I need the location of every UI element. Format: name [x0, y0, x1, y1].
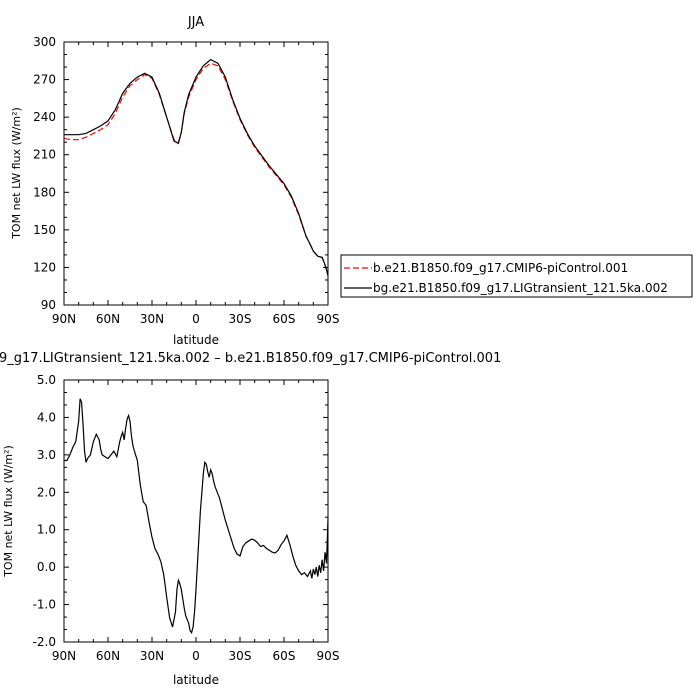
y-tick-label: 300: [33, 35, 56, 49]
top-x-axis-label: latitude: [173, 333, 219, 347]
bottom-difference-line: [64, 398, 329, 634]
legend: b.e21.B1850.f09_g17.CMIP6-piControl.001 …: [340, 254, 693, 298]
y-tick-label: 0.0: [37, 560, 56, 574]
x-tick-label: 30N: [140, 649, 164, 663]
y-tick-label: 1.0: [37, 523, 56, 537]
top-panel: JJA 90 120 150 180 210 240 270 300 90N 60N 30N 0 30…: [10, 15, 339, 347]
x-tick-label: 60N: [96, 312, 120, 326]
y-tick-label: 210: [33, 148, 56, 162]
y-tick-label: 90: [41, 298, 56, 312]
top-series-ligtransient-line: [64, 58, 329, 276]
y-tick-label: 240: [33, 110, 56, 124]
x-tick-label: 90S: [317, 649, 340, 663]
top-x-ticks: 90N 60N 30N 0 30S 60S 90S: [52, 42, 340, 326]
top-y-ticks: 90 120 150 180 210 240 270 300: [33, 35, 328, 312]
y-tick-label: 3.0: [37, 448, 56, 462]
y-tick-label: 270: [33, 73, 56, 87]
x-tick-label: 0: [192, 312, 200, 326]
x-tick-label: 30S: [229, 312, 252, 326]
x-tick-label: 60S: [273, 649, 296, 663]
y-tick-label: -2.0: [33, 635, 56, 649]
bottom-plot-frame: [63, 379, 329, 643]
y-tick-label: 150: [33, 223, 56, 237]
y-tick-label: -1.0: [33, 598, 56, 612]
x-tick-label: 60N: [96, 649, 120, 663]
x-tick-label: 90N: [52, 312, 76, 326]
bottom-title: bg.e21.B1850.f09_g17.LIGtransient_121.5k…: [0, 351, 501, 366]
bottom-panel: bg.e21.B1850.f09_g17.LIGtransient_121.5k…: [0, 351, 501, 687]
y-tick-label: 2.0: [37, 485, 56, 499]
y-tick-label: 180: [33, 185, 56, 199]
legend-label-picontrol: b.e21.B1850.f09_g17.CMIP6-piControl.001: [373, 261, 628, 275]
bottom-y-axis-label: TOM net LW flux (W/m²): [2, 445, 15, 578]
legend-box: [340, 254, 693, 298]
top-plot-frame: [63, 41, 329, 306]
legend-label-ligtransient: bg.e21.B1850.f09_g17.LIGtransient_121.5k…: [373, 281, 668, 295]
top-title: JJA: [187, 15, 204, 30]
x-tick-label: 30N: [140, 312, 164, 326]
bottom-x-axis-label: latitude: [173, 673, 219, 687]
top-y-axis-label: TOM net LW flux (W/m²): [10, 107, 23, 240]
x-tick-label: 90S: [317, 312, 340, 326]
y-tick-label: 120: [33, 260, 56, 274]
bottom-x-ticks: 90N 60N 30N 0 30S 60S 90S: [52, 380, 340, 663]
x-tick-label: 30S: [229, 649, 252, 663]
top-series-picontrol-line: [63, 62, 329, 277]
x-tick-label: 60S: [273, 312, 296, 326]
x-tick-label: 90N: [52, 649, 76, 663]
x-tick-label: 0: [192, 649, 200, 663]
y-tick-label: 5.0: [37, 373, 56, 387]
y-tick-label: 4.0: [37, 410, 56, 424]
bottom-y-ticks: -2.0 -1.0 0.0 1.0 2.0 3.0 4.0 5.0: [33, 373, 328, 649]
